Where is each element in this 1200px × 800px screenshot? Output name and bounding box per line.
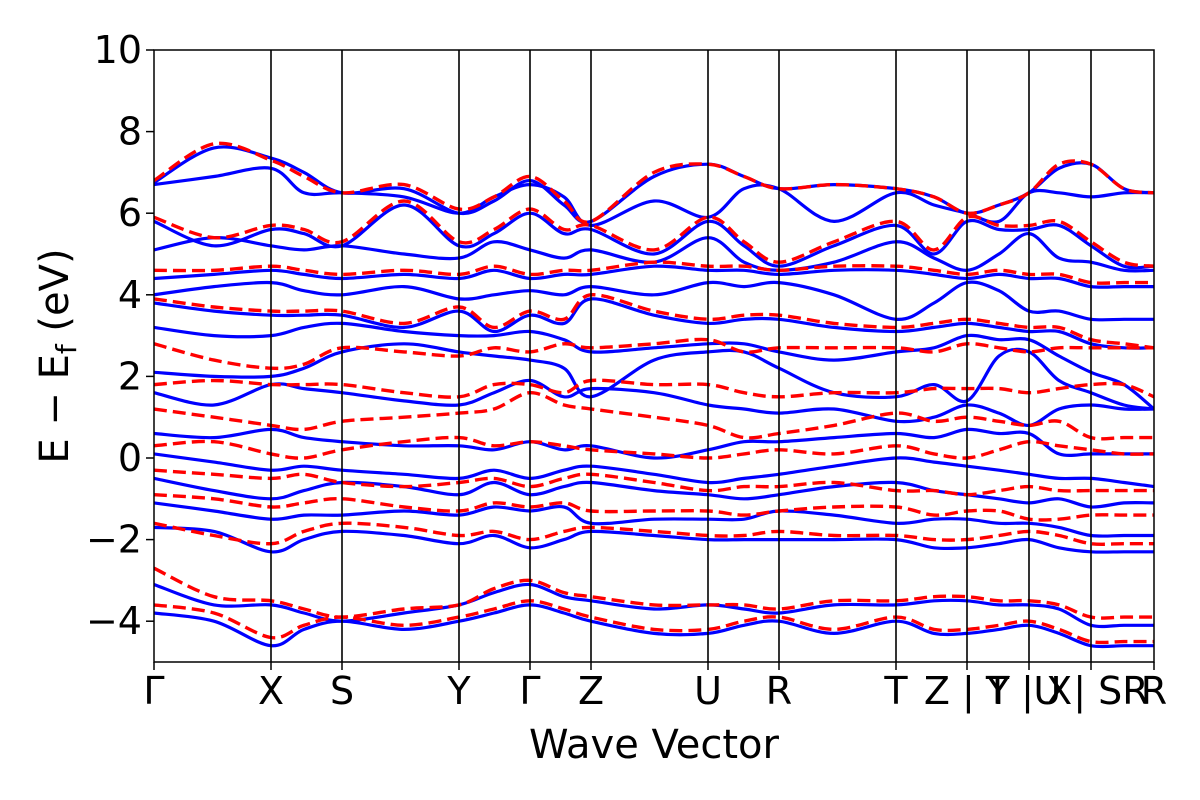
x-tick-label: Γ bbox=[143, 669, 164, 713]
y-tick-label: 6 bbox=[118, 191, 142, 235]
x-tick-label: Z bbox=[578, 669, 604, 713]
kpoint-lines bbox=[270, 50, 1092, 662]
x-tick-label: X bbox=[258, 669, 284, 713]
y-tick-label: 8 bbox=[118, 110, 142, 154]
band-red-12 bbox=[154, 599, 1154, 645]
plot-frame bbox=[153, 49, 1155, 663]
y-tick-label: −4 bbox=[86, 599, 142, 643]
y-tick-label: 0 bbox=[118, 436, 142, 480]
x-tick-label: T | X bbox=[985, 669, 1072, 714]
y-tick-label: −2 bbox=[86, 518, 142, 562]
x-tick-label: U | SR bbox=[1033, 669, 1148, 714]
band-red-7 bbox=[154, 435, 1154, 460]
band-blue-9 bbox=[154, 378, 1154, 427]
x-tick-label: S bbox=[330, 669, 354, 713]
x-tick-label: Γ bbox=[519, 669, 540, 713]
x-tick-label: R bbox=[766, 669, 792, 713]
bands-layer bbox=[154, 141, 1154, 649]
x-tick-label: Y bbox=[446, 669, 471, 713]
x-axis-label: Wave Vector bbox=[529, 722, 780, 768]
y-tick-label: 4 bbox=[118, 273, 142, 317]
y-tick-label: 2 bbox=[118, 354, 142, 398]
band-red-0 bbox=[154, 141, 1154, 224]
y-axis-label-unit: (eV) bbox=[32, 248, 78, 344]
band-blue-7 bbox=[154, 321, 1154, 411]
band-blue-0 bbox=[154, 145, 1154, 224]
band-blue-8 bbox=[154, 342, 1154, 411]
y-axis-label-sub: f bbox=[50, 343, 83, 354]
x-tick-label: Z | Y bbox=[924, 669, 1011, 714]
x-tick-label: R bbox=[1141, 669, 1167, 713]
y-axis-label-main: E − E bbox=[32, 354, 78, 464]
x-tick-label: U bbox=[694, 669, 722, 713]
y-axis: −4 −2 0 2 4 6 8 10 bbox=[86, 28, 154, 643]
y-tick-label: 10 bbox=[94, 28, 142, 72]
band-blue-2 bbox=[154, 203, 1154, 270]
x-tick-label: T bbox=[883, 669, 908, 713]
y-axis-label: E − Ef (eV) bbox=[32, 248, 83, 463]
